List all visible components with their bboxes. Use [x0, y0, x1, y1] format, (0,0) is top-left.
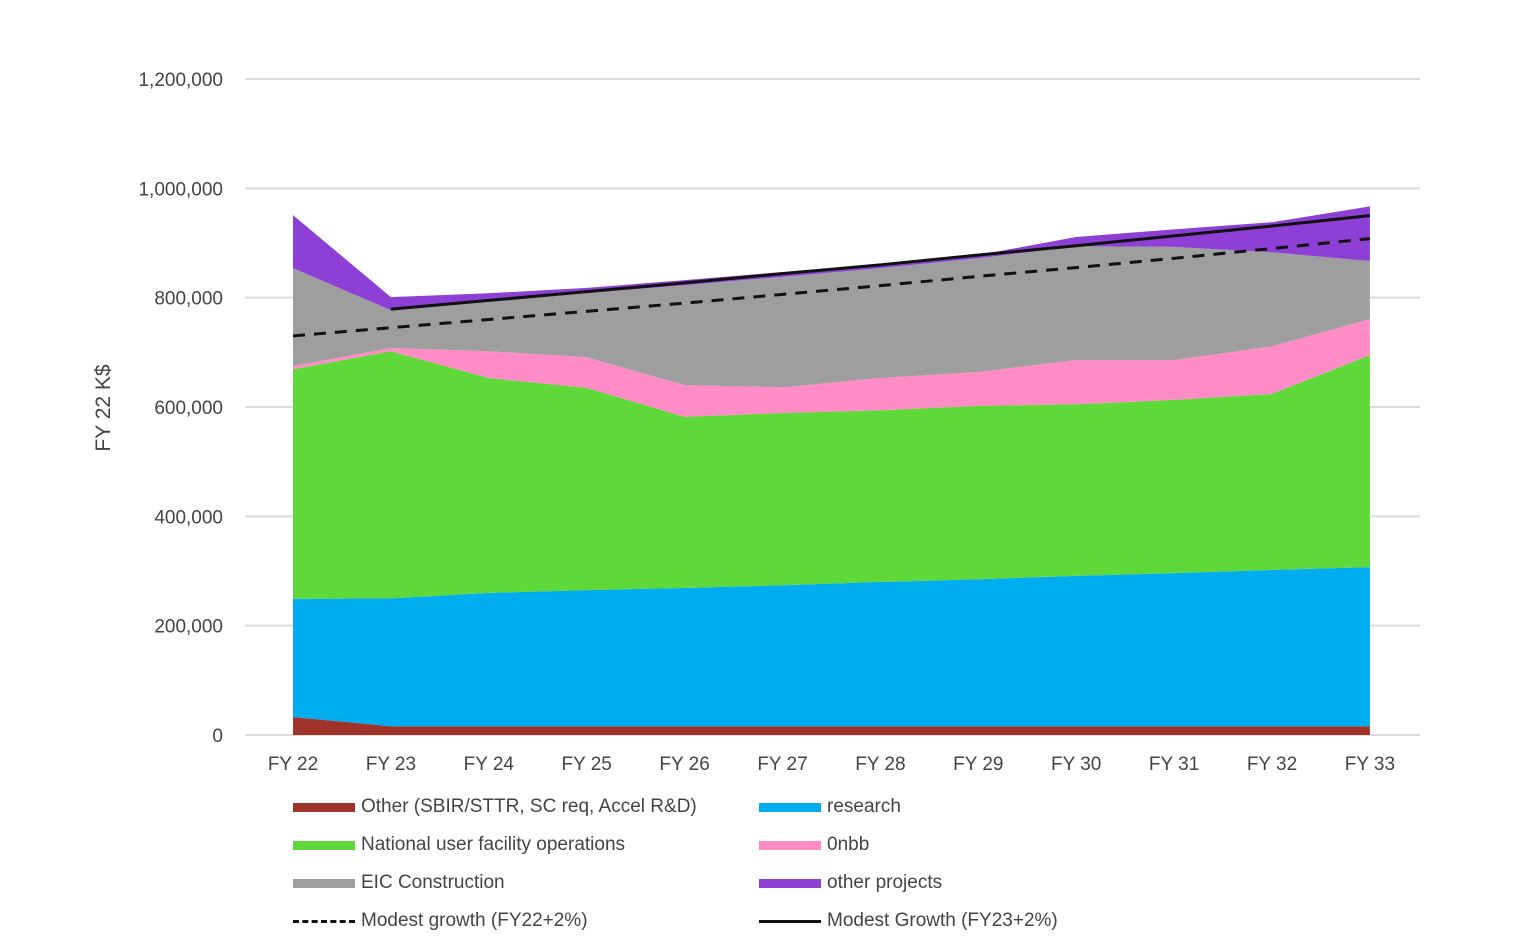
x-tick-label: FY 31: [1149, 754, 1199, 775]
legend-swatch: [759, 919, 821, 923]
legend-swatch: [293, 878, 355, 888]
y-tick-label: 0: [212, 726, 223, 747]
legend-swatch: [759, 840, 821, 850]
area-0nbb: [293, 318, 1370, 417]
y-tick-label: 800,000: [154, 289, 223, 310]
x-tick-label: FY 33: [1345, 754, 1395, 775]
x-tick-label: FY 28: [855, 754, 905, 775]
legend-label: National user facility operations: [361, 834, 626, 855]
legend-label: EIC Construction: [361, 872, 505, 893]
legend-label: Modest Growth (FY23+2%): [827, 910, 1058, 931]
y-axis-label: FY 22 K$: [92, 364, 115, 451]
area-national-user-facility-operations: [293, 351, 1370, 599]
legend-label: 0nbb: [827, 834, 870, 855]
x-tick-label: FY 29: [953, 754, 1003, 775]
legend-swatch: [759, 878, 821, 888]
legend-item-research: research: [759, 794, 1159, 820]
legend-label: Other (SBIR/STTR, SC req, Accel R&D): [361, 796, 697, 817]
x-tick-label: FY 26: [659, 754, 709, 775]
legend-swatch: [293, 919, 355, 923]
legend-item-facility-ops: National user facility operations: [293, 832, 759, 858]
legend-label: other projects: [827, 872, 943, 893]
legend: Other (SBIR/STTR, SC req, Accel R&D) res…: [293, 794, 1173, 934]
y-tick-label: 200,000: [154, 617, 223, 638]
legend-swatch: [759, 802, 821, 812]
x-tick-label: FY 30: [1051, 754, 1101, 775]
legend-item-0nbb: 0nbb: [759, 832, 1159, 858]
y-tick-label: 1,200,000: [138, 70, 223, 91]
x-tick-label: FY 32: [1247, 754, 1297, 775]
legend-item-growth-fy22: Modest growth (FY22+2%): [293, 908, 759, 934]
x-tick-label: FY 25: [562, 754, 612, 775]
legend-swatch: [293, 840, 355, 850]
legend-swatch: [293, 802, 355, 812]
x-tick-label: FY 24: [464, 754, 515, 775]
legend-item-eic: EIC Construction: [293, 870, 759, 896]
x-tick-label: FY 27: [757, 754, 807, 775]
x-tick-label: FY 22: [268, 754, 318, 775]
legend-item-other-projects: other projects: [759, 870, 1159, 896]
y-tick-label: 1,000,000: [138, 179, 223, 200]
area-other-sbir-sttr-sc-req-accel-r-d-: [293, 716, 1370, 735]
x-tick-label: FY 23: [366, 754, 416, 775]
legend-label: research: [827, 796, 901, 817]
y-tick-label: 400,000: [154, 507, 223, 528]
legend-item-growth-fy23: Modest Growth (FY23+2%): [759, 908, 1159, 934]
area-research: [293, 567, 1370, 727]
line-modest-growth-fy23: [390, 214, 1371, 311]
area-eic-construction: [293, 246, 1370, 388]
y-tick-label: 600,000: [154, 398, 223, 419]
legend-label: Modest growth (FY22+2%): [361, 910, 588, 931]
area-other-projects: [293, 206, 1370, 311]
legend-item-other: Other (SBIR/STTR, SC req, Accel R&D): [293, 794, 759, 820]
